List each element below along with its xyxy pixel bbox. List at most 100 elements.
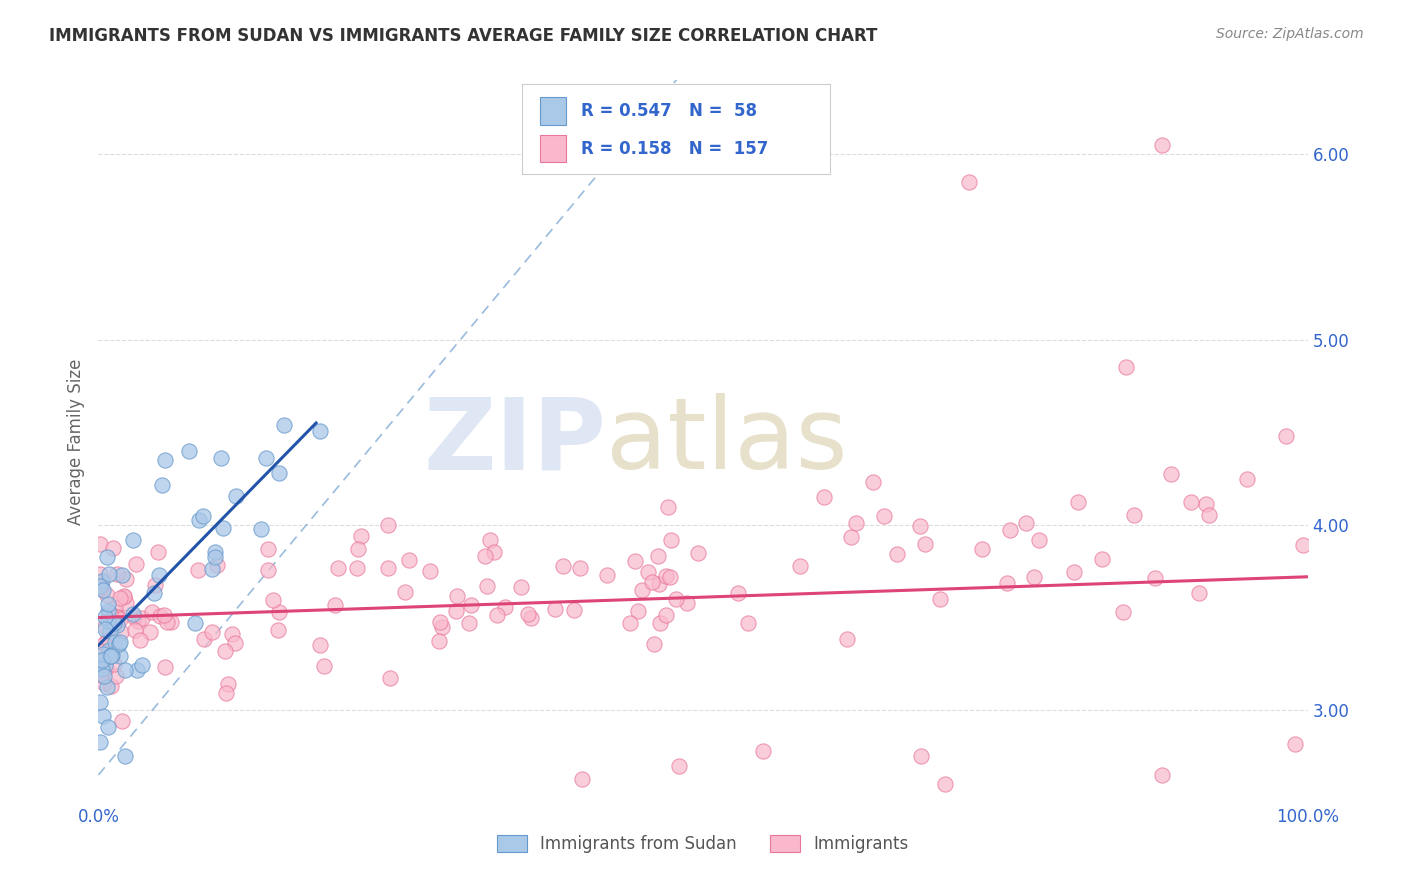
Point: [139, 625, 162, 640]
Point: [257, 541, 280, 556]
Point: [254, 451, 277, 466]
Point: [98, 607, 121, 621]
Text: atlas: atlas: [606, 393, 848, 490]
Point: [89, 734, 111, 748]
Point: [93, 637, 115, 651]
Point: [90, 581, 112, 595]
Point: [122, 533, 145, 548]
Point: [124, 624, 146, 638]
Point: [886, 547, 908, 561]
Text: IMMIGRANTS FROM SUDAN VS IMMIGRANTS AVERAGE FAMILY SIZE CORRELATION CHART: IMMIGRANTS FROM SUDAN VS IMMIGRANTS AVER…: [49, 27, 877, 45]
Point: [129, 632, 152, 647]
Point: [89, 667, 111, 681]
Point: [1112, 605, 1135, 619]
Point: [478, 533, 501, 548]
Point: [346, 542, 368, 557]
Point: [127, 614, 149, 628]
Point: [153, 453, 176, 467]
Point: [91, 582, 114, 597]
Point: [205, 558, 228, 572]
Point: [569, 560, 592, 574]
Point: [257, 564, 280, 578]
Point: [429, 615, 451, 629]
Point: [100, 648, 122, 663]
Point: [93, 647, 115, 661]
Point: [204, 549, 226, 564]
Point: [862, 475, 884, 490]
Point: [209, 451, 232, 466]
Bar: [540, 97, 567, 125]
Point: [1024, 570, 1046, 584]
Point: [104, 635, 127, 649]
Point: [224, 636, 246, 650]
Point: [641, 574, 664, 589]
Point: [249, 522, 271, 536]
Point: [115, 596, 138, 610]
Point: [520, 611, 543, 625]
Point: [96, 661, 118, 675]
Point: [193, 509, 215, 524]
Point: [648, 576, 671, 591]
Point: [131, 657, 153, 672]
Text: R = 0.547   N =  58: R = 0.547 N = 58: [581, 103, 756, 120]
Point: [1091, 551, 1114, 566]
Point: [444, 604, 467, 618]
Point: [571, 772, 593, 786]
Point: [789, 559, 811, 574]
Point: [90, 667, 112, 681]
Point: [114, 664, 136, 678]
Point: [429, 634, 451, 648]
Point: [934, 777, 956, 791]
Point: [1028, 533, 1050, 548]
Point: [104, 600, 127, 615]
Point: [107, 610, 129, 624]
Point: [184, 615, 207, 630]
Point: [122, 607, 145, 621]
Point: [96, 550, 118, 565]
Text: Source: ZipAtlas.com: Source: ZipAtlas.com: [1216, 27, 1364, 41]
Point: [103, 657, 125, 671]
Point: [89, 579, 111, 593]
Point: [314, 659, 336, 673]
Point: [94, 619, 117, 633]
Point: [325, 598, 347, 612]
Point: [110, 649, 132, 664]
Point: [160, 615, 183, 629]
Point: [839, 530, 862, 544]
Point: [93, 669, 115, 683]
Point: [127, 663, 149, 677]
Point: [93, 676, 115, 690]
Point: [141, 605, 163, 619]
Point: [446, 589, 468, 603]
Point: [835, 632, 858, 646]
Point: [328, 560, 350, 574]
Point: [1152, 768, 1174, 782]
Point: [98, 624, 121, 639]
Bar: [540, 135, 567, 162]
Point: [105, 617, 128, 632]
Point: [1188, 586, 1211, 600]
Point: [214, 643, 236, 657]
Point: [1284, 737, 1306, 751]
Point: [108, 591, 131, 606]
Point: [91, 574, 114, 589]
Point: [657, 500, 679, 514]
Point: [510, 580, 533, 594]
Point: [727, 586, 749, 600]
Point: [1015, 516, 1038, 530]
Point: [89, 661, 111, 675]
Point: [643, 637, 665, 651]
Point: [111, 568, 134, 582]
Point: [97, 643, 120, 657]
Point: [624, 554, 647, 568]
Point: [627, 604, 650, 618]
Point: [267, 605, 290, 619]
Point: [477, 579, 499, 593]
FancyBboxPatch shape: [522, 84, 830, 174]
Point: [1143, 571, 1166, 585]
Point: [655, 568, 678, 582]
Point: [94, 657, 117, 672]
Point: [457, 615, 479, 630]
Point: [676, 596, 699, 610]
Point: [98, 648, 121, 663]
